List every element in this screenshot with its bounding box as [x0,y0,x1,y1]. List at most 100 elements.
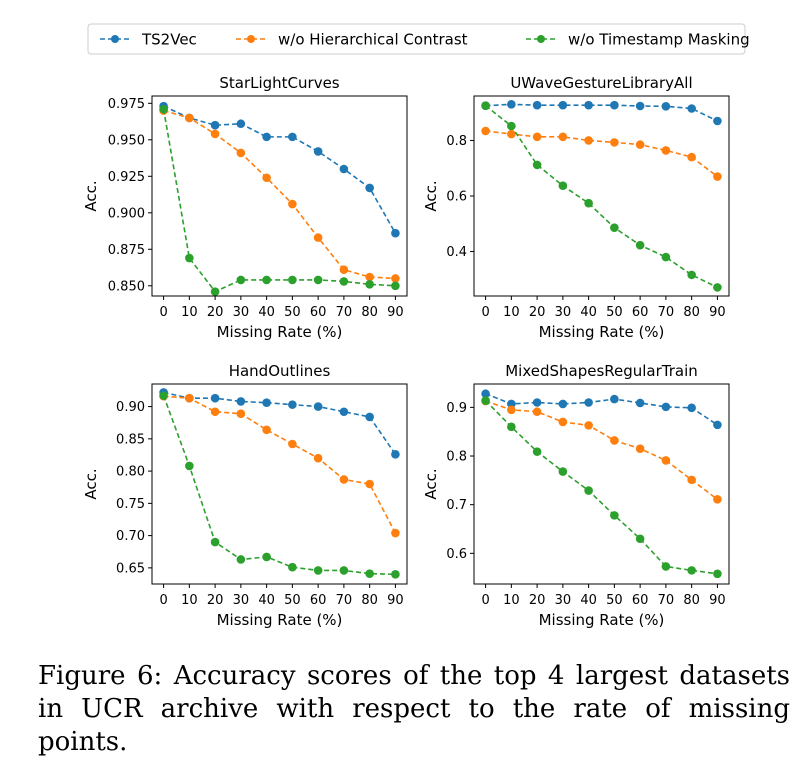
data-point [365,479,374,489]
figure-caption: Figure 6: Accuracy scores of the top 4 l… [38,661,790,757]
series-line [162,395,396,576]
data-point [210,120,220,130]
series-line [163,105,397,234]
chart-panel: UWaveGestureLibraryAll 0 10 20 30 40 50 60 70 80 9… [422,74,730,341]
x-tick-label: 0 [159,305,167,320]
y-tick-label: 0.85 [116,432,145,447]
y-tick-label: 0.90 [116,400,145,415]
data-point [262,398,271,408]
chart-panel: StarLightCurves 0 10 20 30 40 50 60 70 80 90 0.850 0… [82,74,408,341]
series-line [485,105,718,289]
x-tick-label: 0 [481,305,489,320]
data-point [558,417,568,427]
y-tick-label: 0.6 [446,547,467,562]
x-tick-label: 0 [159,593,167,608]
x-tick-label: 20 [207,305,224,320]
x-tick-label: 50 [284,593,301,608]
data-point [713,172,722,181]
data-point [661,402,671,412]
data-point [610,436,619,445]
data-point [185,393,194,403]
y-tick-label: 0.7 [446,498,467,513]
figure: TS2Vec w/o Hierarchical Contrast w/o Times… [82,23,750,629]
series [481,396,722,504]
x-tick-label: 20 [529,305,546,320]
data-point [313,233,323,242]
data-point [558,132,568,142]
data-point [210,287,220,296]
x-tick-label: 10 [181,593,198,608]
series [159,391,400,579]
data-point [313,147,323,156]
x-tick-label: 70 [336,593,353,608]
x-tick-label: 50 [284,305,301,320]
x-tick-label: 10 [503,593,520,608]
x-tick-label: 0 [481,593,489,608]
legend-item: TS2Vec [100,31,197,49]
data-point [584,398,593,407]
x-tick-label: 20 [207,593,224,608]
x-tick-label: 30 [233,305,250,320]
data-point [610,138,619,147]
data-point [635,240,645,250]
data-point [532,100,542,110]
data-point [687,403,696,413]
data-point [262,275,271,285]
data-point [532,407,542,417]
data-point [507,129,516,139]
data-point [185,253,194,263]
x-axis-label: Missing Rate (%) [539,611,665,629]
x-tick-label: 80 [683,593,700,608]
y-tick-label: 0.850 [108,279,145,294]
data-point [339,566,349,575]
series-line [163,395,397,534]
data-point [339,475,349,484]
data-point [635,101,645,111]
data-point [262,173,271,183]
data-point [210,537,220,547]
x-tick-label: 60 [310,305,327,320]
y-tick-label: 0.75 [116,497,145,512]
x-axis-label: Missing Rate (%) [217,611,343,629]
data-point [313,402,323,411]
x-tick-label: 70 [658,305,675,320]
data-point [391,450,400,459]
series [481,100,722,126]
x-tick-label: 80 [361,305,378,320]
data-point [635,140,645,149]
series-line [485,103,718,122]
x-tick-label: 10 [503,305,520,320]
axes-frame [151,383,408,585]
data-point [236,409,246,418]
data-point [713,116,722,126]
data-point [558,100,568,110]
x-tick-label: 50 [606,305,623,320]
data-point [532,447,542,456]
x-tick-label: 50 [606,593,623,608]
data-point [288,275,297,285]
series-line [485,399,718,575]
x-tick-label: 40 [258,305,275,320]
x-tick-label: 30 [555,593,572,608]
data-point [610,100,619,110]
x-tick-label: 90 [709,593,726,608]
data-point [288,199,297,209]
y-tick-label: 0.925 [108,170,145,185]
data-point [313,275,323,285]
data-point [262,132,271,142]
data-point [661,456,671,465]
data-point [507,422,516,432]
data-point [610,511,619,520]
data-point [687,475,696,485]
data-point [584,198,593,208]
axes-frame [151,95,408,297]
legend-marker [247,35,255,43]
x-tick-label: 80 [361,593,378,608]
series [159,106,400,283]
x-tick-label: 30 [555,305,572,320]
data-point [288,132,297,142]
data-point [558,399,568,409]
data-point [262,425,271,435]
legend-marker [111,35,119,43]
